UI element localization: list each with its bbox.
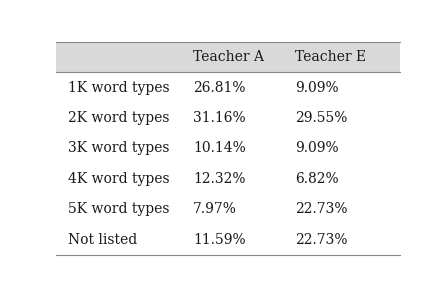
Text: 5K word types: 5K word types — [67, 202, 169, 216]
Text: 22.73%: 22.73% — [295, 233, 348, 247]
Text: 12.32%: 12.32% — [193, 172, 246, 186]
Text: 22.73%: 22.73% — [295, 202, 348, 216]
Text: 3K word types: 3K word types — [67, 141, 169, 156]
Text: Not listed: Not listed — [67, 233, 137, 247]
Text: 6.82%: 6.82% — [295, 172, 339, 186]
Text: 2K word types: 2K word types — [67, 111, 169, 125]
Text: 9.09%: 9.09% — [295, 81, 339, 95]
Text: 31.16%: 31.16% — [193, 111, 246, 125]
Text: Teacher A: Teacher A — [193, 50, 264, 64]
Text: 4K word types: 4K word types — [67, 172, 169, 186]
Text: 10.14%: 10.14% — [193, 141, 246, 156]
Text: 29.55%: 29.55% — [295, 111, 348, 125]
Text: 11.59%: 11.59% — [193, 233, 246, 247]
Text: 1K word types: 1K word types — [67, 81, 169, 95]
Text: Teacher E: Teacher E — [295, 50, 367, 64]
Text: 26.81%: 26.81% — [193, 81, 246, 95]
Text: 9.09%: 9.09% — [295, 141, 339, 156]
Bar — [56, 42, 400, 73]
Text: 7.97%: 7.97% — [193, 202, 237, 216]
